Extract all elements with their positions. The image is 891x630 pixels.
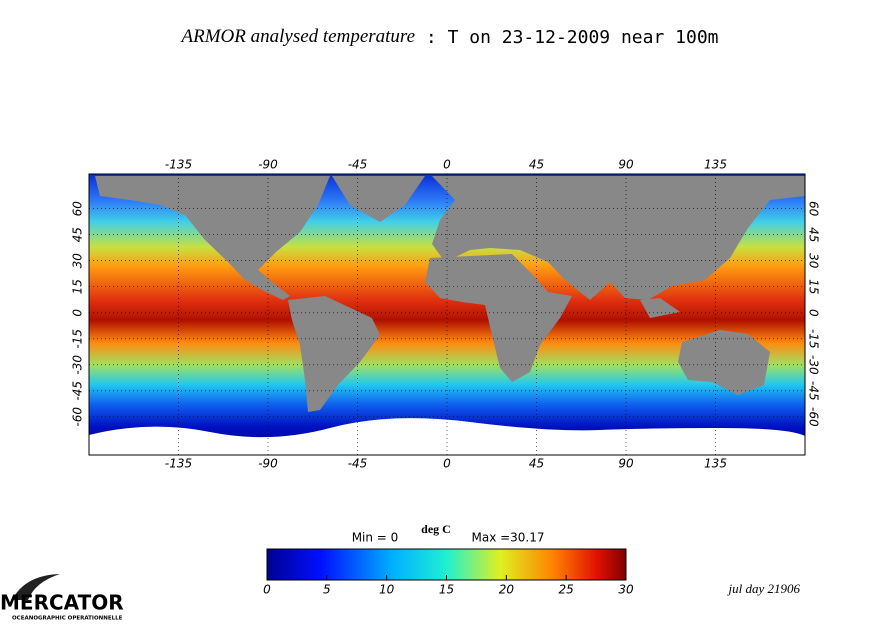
colorbar-min: Min = 0 [352,531,399,545]
colorbar-unit: deg C [421,522,451,536]
colorbar-tick-label: 10 [379,583,395,597]
colorbar-tick-label: 0 [263,583,271,597]
x-tick-label-top: 45 [529,158,544,172]
y-tick-label-right: -30 [807,355,821,375]
x-tick-label-bottom: 90 [618,457,634,471]
logo-swoosh [12,574,60,600]
julian-day: jul day 21906 [727,581,801,596]
colorbar-tick-label: 30 [618,583,634,597]
x-tick-label-bottom: -135 [165,457,192,471]
logo-name: MERCATOR [0,591,124,615]
y-tick-label-left: 60 [71,201,85,217]
x-tick-label-top: 0 [443,158,451,172]
x-tick-label-top: 135 [704,158,727,172]
colorbar-tick-label: 15 [439,583,454,597]
x-tick-label-bottom: 0 [443,457,451,471]
x-tick-label-bottom: -90 [258,457,278,471]
y-tick-label-left: -30 [71,355,85,375]
logo: MERCATOR OCEANOGRAPHIC OPERATIONNELLE [0,574,124,622]
title: ARMOR analysed temperature : T on 23-12-… [179,26,718,48]
x-tick-label-top: -135 [165,158,192,172]
colorbar [266,548,627,581]
colorbar-max: Max =30.17 [471,531,544,545]
title-prefix: ARMOR analysed temperature [179,26,415,47]
y-tick-label-left: -15 [71,329,85,349]
y-tick-label-right: 60 [807,201,821,217]
y-tick-label-left: 30 [71,253,85,269]
y-tick-label-right: 15 [807,279,821,294]
colorbar-tick-label: 25 [559,583,574,597]
x-tick-label-bottom: 135 [704,457,727,471]
y-tick-label-left: 0 [71,309,85,317]
colorbar-tick-label: 5 [323,583,331,597]
x-tick-label-top: -90 [258,158,278,172]
y-tick-label-right: -15 [807,329,821,349]
map [88,173,806,456]
title-main: : T on 23-12-2009 near 100m [415,27,718,48]
y-tick-label-right: -60 [807,407,821,427]
logo-tagline: OCEANOGRAPHIC OPERATIONNELLE [12,616,123,622]
x-tick-label-top: 90 [618,158,634,172]
y-tick-label-left: 45 [71,227,85,242]
x-tick-label-bottom: 45 [529,457,544,471]
y-tick-label-right: 30 [807,253,821,269]
y-tick-label-right: 0 [807,309,821,317]
x-tick-label-bottom: -45 [348,457,368,471]
x-tick-label-top: -45 [348,158,368,172]
y-tick-label-right: -45 [807,381,821,401]
y-tick-label-right: 45 [807,227,821,242]
antarctica [89,418,805,455]
y-tick-label-left: 15 [71,279,85,294]
y-tick-label-left: -45 [71,381,85,401]
colorbar-tick-label: 20 [499,583,515,597]
y-tick-label-left: -60 [71,407,85,427]
